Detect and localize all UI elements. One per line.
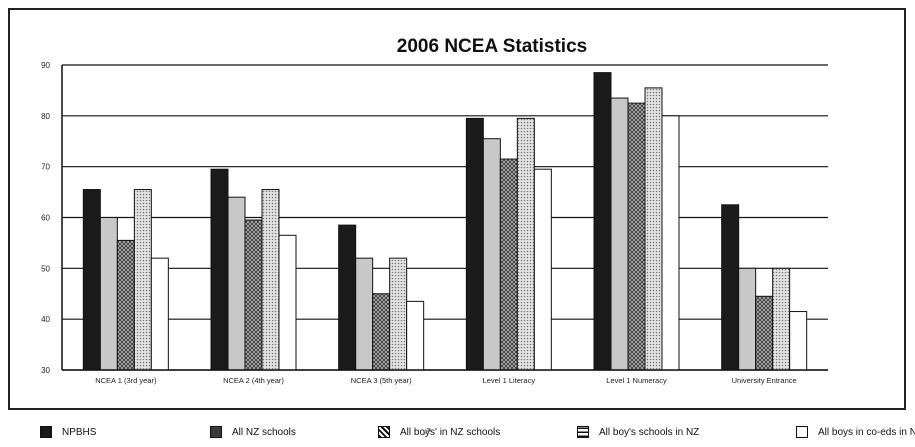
- legend-item: All NZ schools: [210, 426, 296, 438]
- chart-title: 2006 NCEA Statistics: [397, 36, 587, 57]
- bar: [610, 97, 629, 371]
- legend-label: All boys' in NZ schools: [400, 426, 501, 438]
- bar: [116, 239, 135, 371]
- legend-swatch: [577, 426, 589, 438]
- bar: [210, 168, 229, 371]
- bar: [721, 204, 740, 371]
- bar: [627, 102, 646, 371]
- bar: [133, 189, 152, 371]
- bar: [516, 117, 535, 371]
- legend-swatch: [796, 426, 808, 438]
- bar: [738, 267, 757, 371]
- legend-label: All boy's schools in NZ: [599, 426, 700, 438]
- bar: [789, 311, 808, 371]
- y-tick-label: 60: [41, 214, 50, 223]
- y-tick-label: 30: [41, 366, 50, 375]
- scan-mark-icon: ↗: [422, 424, 433, 438]
- x-tick-label: NCEA 1 (3rd year): [95, 376, 157, 385]
- bar: [755, 295, 774, 371]
- bar: [465, 117, 484, 371]
- bar: [644, 87, 663, 371]
- x-tick-label: Level 1 Numeracy: [606, 376, 667, 385]
- bar-chart: 30 40 50 60 70 80 90 NCEA 1 (3rd year) NCEA 2 (4…: [41, 36, 828, 385]
- bar: [261, 189, 280, 371]
- bar: [227, 196, 246, 371]
- legend-label: All NZ schools: [232, 426, 296, 438]
- bar: [244, 219, 263, 371]
- chart-frame: 30 40 50 60 70 80 90 NCEA 1 (3rd year) NCEA 2 (4…: [8, 8, 906, 410]
- y-tick-label: 80: [41, 112, 50, 121]
- legend-swatch: [210, 426, 222, 438]
- bar: [593, 72, 612, 371]
- legend-item: NPBHS: [40, 426, 96, 438]
- bar: [499, 158, 518, 371]
- legend: NPBHS All NZ schools All boys' in NZ schoo…: [0, 420, 915, 447]
- y-tick-label: 50: [41, 264, 50, 273]
- legend-item: All boys in co-eds in NZ: [796, 426, 915, 438]
- x-tick-label: NCEA 3 (5th year): [351, 376, 412, 385]
- legend-item: All boy's schools in NZ: [577, 426, 699, 438]
- bar: [533, 168, 552, 371]
- bar: [661, 115, 680, 371]
- legend-label: NPBHS: [62, 426, 97, 438]
- y-tick-label: 90: [41, 61, 50, 70]
- legend-swatch: [40, 426, 52, 438]
- bar: [389, 257, 408, 371]
- x-tick-label: University Entrance: [732, 376, 797, 385]
- legend-item: All boys' in NZ schools: [378, 426, 500, 438]
- bar: [482, 138, 501, 371]
- bar: [150, 257, 169, 371]
- bar: [338, 224, 357, 371]
- bar: [355, 257, 374, 371]
- y-tick-label: 70: [41, 163, 50, 172]
- x-tick-label: Level 1 Literacy: [483, 376, 536, 385]
- bar: [406, 300, 425, 371]
- y-tick-label: 40: [41, 315, 50, 324]
- legend-swatch: [378, 426, 390, 438]
- bar: [372, 293, 391, 371]
- bar: [99, 217, 118, 371]
- bar: [772, 267, 791, 371]
- legend-label: All boys in co-eds in NZ: [818, 426, 915, 438]
- bar: [278, 234, 297, 371]
- x-tick-label: NCEA 2 (4th year): [223, 376, 284, 385]
- bar: [82, 189, 101, 371]
